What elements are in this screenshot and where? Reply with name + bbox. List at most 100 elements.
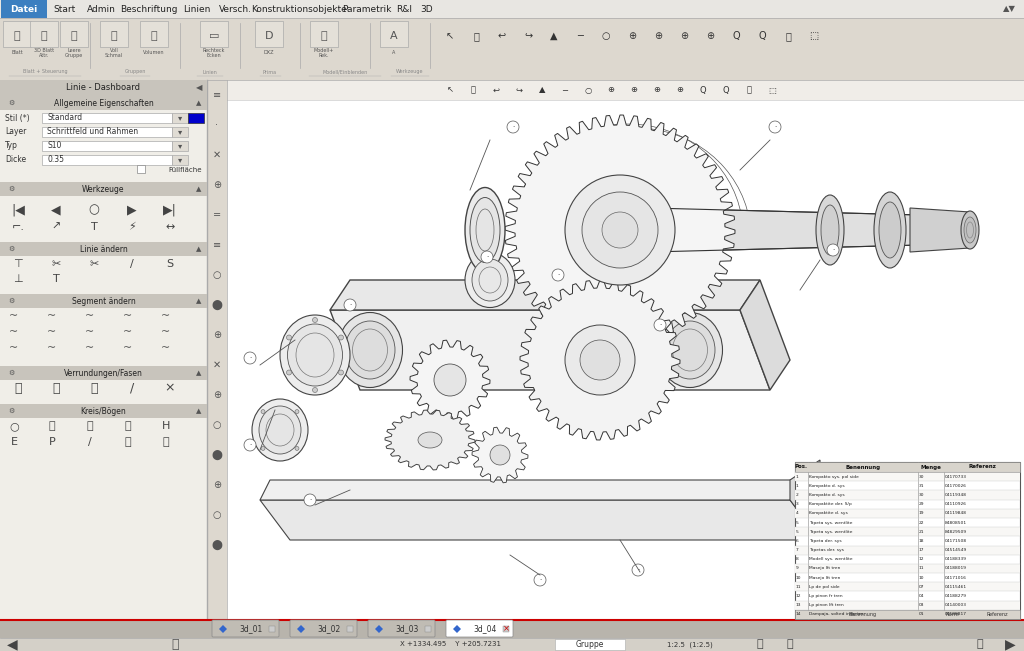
Text: 3D Blatt
Attr.: 3D Blatt Attr. — [34, 48, 54, 59]
Text: Segment ändern: Segment ändern — [72, 296, 135, 305]
Text: ⊕: ⊕ — [653, 85, 660, 94]
Text: 3d_04: 3d_04 — [473, 624, 497, 633]
Text: Typ: Typ — [5, 141, 17, 150]
Bar — [347, 626, 353, 632]
Text: Versch.: Versch. — [219, 5, 252, 14]
Text: ▾: ▾ — [178, 141, 182, 150]
Text: ⌒: ⌒ — [163, 437, 169, 447]
Bar — [207, 80, 227, 620]
Text: Lp pinon fr tren: Lp pinon fr tren — [809, 594, 843, 598]
Text: 1: 1 — [796, 475, 799, 478]
Text: Tapetas der. sys: Tapetas der. sys — [809, 548, 844, 552]
Text: Allgemeine Eigenschaften: Allgemeine Eigenschaften — [53, 98, 154, 107]
Text: Linien: Linien — [183, 5, 210, 14]
Text: ~: ~ — [162, 343, 171, 353]
Text: 03: 03 — [919, 603, 925, 607]
Text: ▾: ▾ — [178, 156, 182, 165]
Ellipse shape — [465, 187, 505, 273]
Text: Tapeta sys. wentlite: Tapeta sys. wentlite — [809, 530, 853, 534]
Text: Q: Q — [732, 31, 739, 41]
Text: 🖥: 🖥 — [41, 31, 47, 41]
Text: Lp de pol side: Lp de pol side — [809, 585, 840, 589]
Text: ⬤: ⬤ — [212, 450, 222, 460]
Text: ⬚: ⬚ — [809, 31, 818, 41]
Text: Linie ändern: Linie ändern — [80, 245, 127, 253]
Ellipse shape — [665, 321, 715, 379]
Circle shape — [339, 335, 343, 340]
Text: 30: 30 — [919, 475, 925, 478]
Text: ⚡: ⚡ — [128, 222, 136, 232]
Text: Kompaktite der. S/p: Kompaktite der. S/p — [809, 502, 852, 506]
Text: 04171508: 04171508 — [945, 539, 967, 543]
Text: ⚙: ⚙ — [8, 370, 14, 376]
Text: Modell sys. wentlite: Modell sys. wentlite — [809, 557, 853, 561]
Circle shape — [295, 409, 299, 413]
Text: 07: 07 — [919, 585, 925, 589]
Text: /: / — [130, 259, 134, 269]
Text: ⊕: ⊕ — [706, 31, 714, 41]
Text: X +1334.495    Y +205.7231: X +1334.495 Y +205.7231 — [399, 641, 501, 648]
Text: ⊕: ⊕ — [213, 480, 221, 490]
Text: ⊕: ⊕ — [213, 180, 221, 190]
Text: ~: ~ — [47, 327, 56, 337]
Polygon shape — [375, 625, 383, 633]
Bar — [795, 527, 1020, 536]
Bar — [795, 601, 1020, 610]
Bar — [0, 80, 207, 620]
Text: Rechteck
Ecken: Rechteck Ecken — [203, 48, 225, 59]
Circle shape — [552, 269, 564, 281]
Polygon shape — [520, 280, 680, 440]
Polygon shape — [453, 625, 461, 633]
Text: ~: ~ — [123, 311, 133, 321]
Text: 12: 12 — [796, 594, 802, 598]
FancyBboxPatch shape — [446, 620, 513, 637]
Text: Benennung: Benennung — [849, 612, 877, 617]
Text: ▲: ▲ — [197, 100, 202, 106]
Text: ▲: ▲ — [197, 408, 202, 414]
Circle shape — [769, 121, 781, 133]
Text: ▲: ▲ — [550, 31, 558, 41]
Bar — [137, 165, 145, 173]
Text: ◀: ◀ — [7, 637, 17, 651]
Circle shape — [654, 319, 666, 331]
Text: Lp pinon lft tren: Lp pinon lft tren — [809, 603, 844, 607]
Circle shape — [434, 364, 466, 396]
Text: 17: 17 — [919, 548, 925, 552]
Text: ⌒: ⌒ — [125, 437, 131, 447]
Polygon shape — [330, 310, 770, 390]
Text: ~: ~ — [162, 327, 171, 337]
Polygon shape — [472, 427, 528, 483]
Text: 📷: 📷 — [977, 639, 983, 650]
Text: Volumen: Volumen — [143, 51, 165, 55]
Ellipse shape — [816, 195, 844, 265]
Text: ⊤: ⊤ — [13, 259, 23, 269]
Bar — [60, 21, 88, 47]
Text: ~: ~ — [123, 327, 133, 337]
Circle shape — [632, 564, 644, 576]
Text: ✋: ✋ — [746, 85, 752, 94]
Text: Menge: Menge — [921, 465, 941, 469]
Text: ⬛: ⬛ — [111, 31, 118, 41]
Text: =: = — [213, 210, 221, 220]
Text: ○: ○ — [9, 421, 18, 431]
Text: ⬜: ⬜ — [151, 31, 158, 41]
Circle shape — [261, 409, 265, 413]
Text: 11: 11 — [919, 566, 925, 570]
Text: 04171016: 04171016 — [945, 575, 967, 579]
Text: Schrittfeld und Rahmen: Schrittfeld und Rahmen — [47, 128, 138, 137]
Text: 📄: 📄 — [13, 31, 20, 41]
Text: ✂: ✂ — [89, 259, 98, 269]
Text: Dampaja, solted indg tec: Dampaja, solted indg tec — [809, 613, 864, 616]
Text: A: A — [392, 51, 395, 55]
Circle shape — [312, 387, 317, 393]
Bar — [0, 18, 1024, 80]
Circle shape — [287, 370, 292, 375]
Bar — [795, 462, 1020, 619]
Text: 6: 6 — [796, 539, 799, 543]
Text: 5: 5 — [796, 521, 799, 525]
Text: Modell+
Rek.: Modell+ Rek. — [314, 48, 334, 59]
Text: 14: 14 — [796, 613, 802, 616]
Text: Füllfläche: Füllfläche — [169, 167, 202, 173]
Text: 👥: 👥 — [71, 31, 78, 41]
Circle shape — [244, 439, 256, 451]
